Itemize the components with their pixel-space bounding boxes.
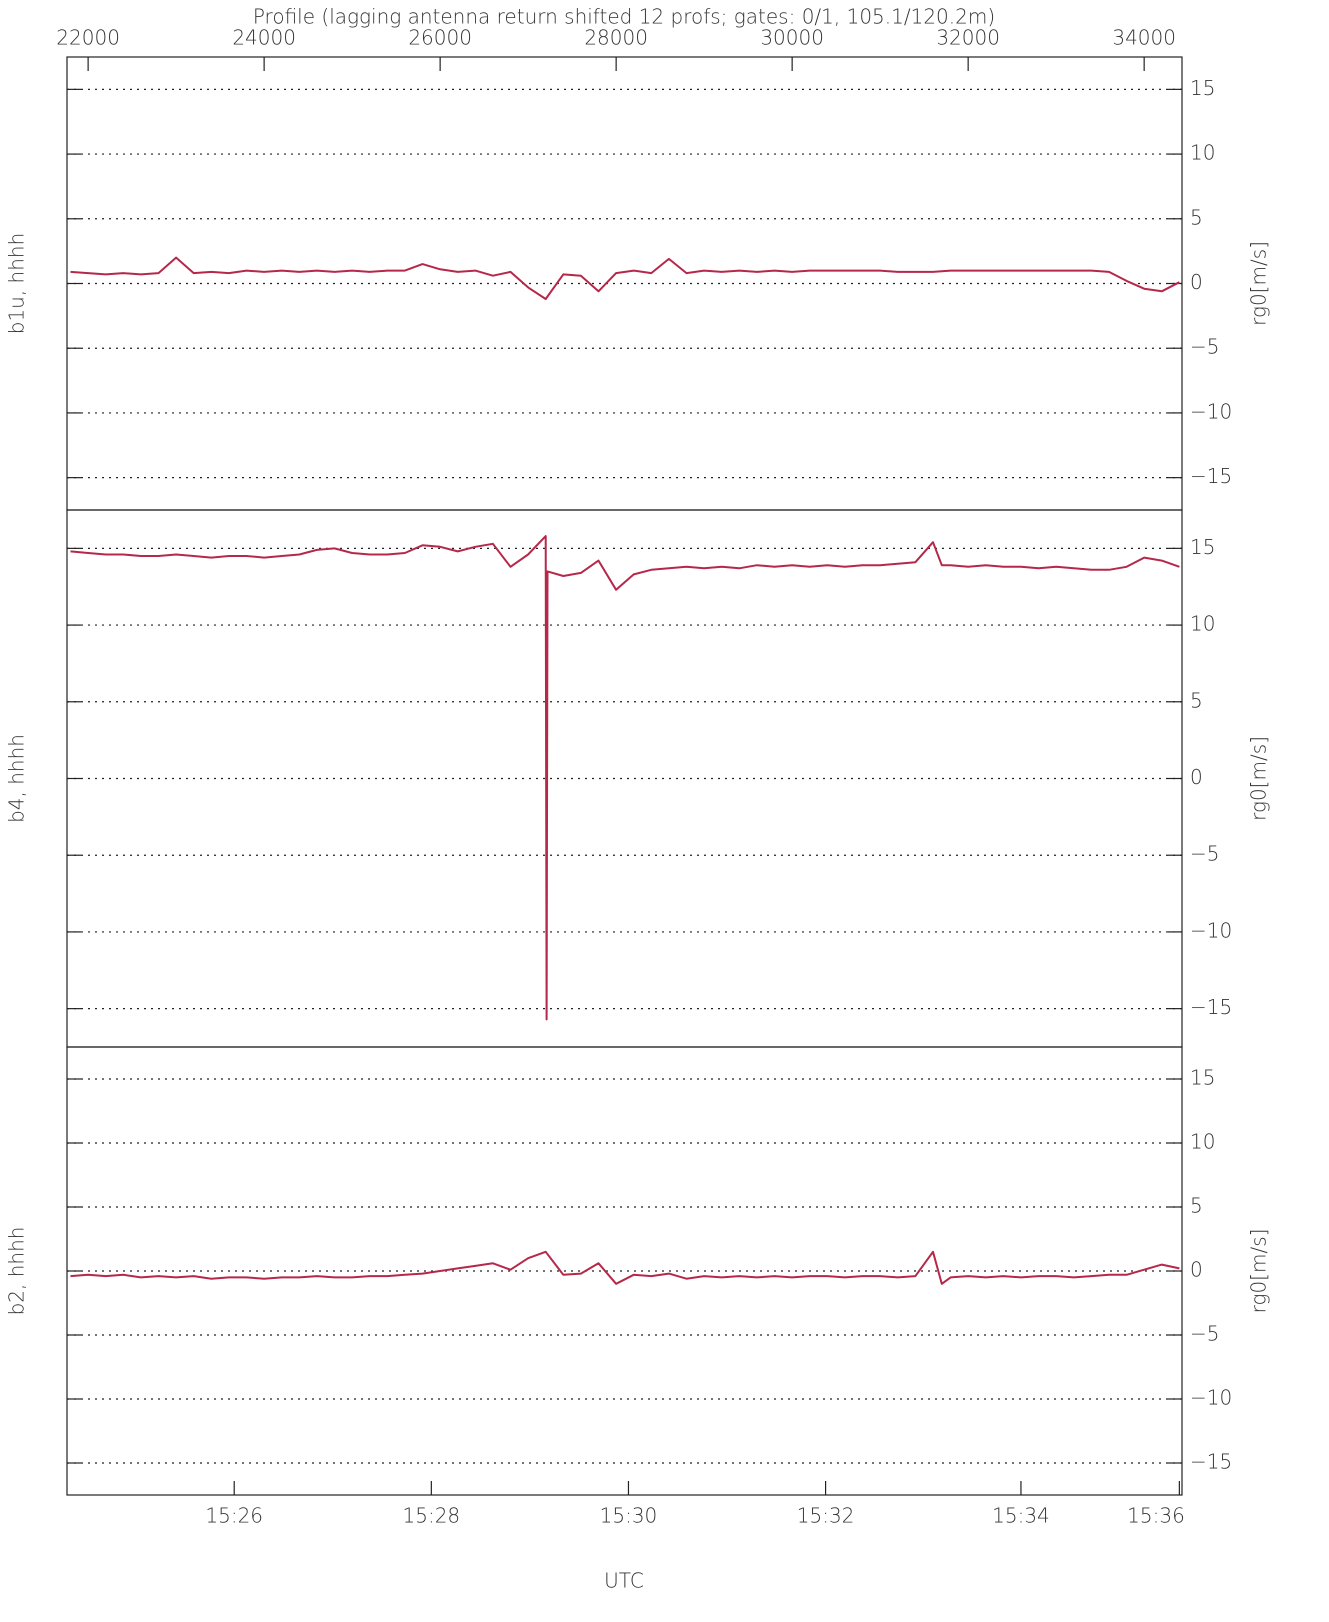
y-tick-label: 15 [1190,535,1215,559]
y-tick-label: 5 [1190,1194,1203,1218]
y-tick-label: 10 [1190,612,1215,636]
y2-axis-label: rg0[m/s] [1247,1229,1271,1314]
y-tick-label: −5 [1190,1322,1219,1346]
y-tick-label: 0 [1190,765,1203,789]
y-axis-label: b2, hhhh [5,1227,29,1316]
y2-axis-label: rg0[m/s] [1247,241,1271,326]
x-tick-label: 15:36 [1127,1504,1185,1528]
x-tick-label: 15:28 [403,1504,461,1528]
y-tick-label: −10 [1190,399,1232,423]
y-tick-label: 0 [1190,270,1203,294]
data-line [70,256,1180,300]
y-tick-label: 0 [1190,1258,1203,1282]
y-tick-label: −10 [1190,918,1232,942]
chart-title: Profile (lagging antenna return shifted … [253,5,995,29]
y-tick-label: −5 [1190,842,1219,866]
y-tick-label: −15 [1190,995,1232,1019]
x-tick-label: 28000 [584,26,648,50]
y-tick-label: 15 [1190,76,1215,100]
y-tick-label: 15 [1190,1066,1215,1090]
plot-frame [66,56,1183,511]
data-line [70,535,1180,1021]
x-axis-label: UTC [604,1569,644,1593]
x-tick-label: 15:32 [797,1504,855,1528]
y-tick-label: 10 [1190,1130,1215,1154]
x-tick-label: 15:30 [600,1504,658,1528]
x-tick-label: 15:34 [992,1504,1050,1528]
x-tick-label: 15:26 [205,1504,263,1528]
y-axis-label: b4, hhhh [5,734,29,823]
y-tick-label: −10 [1190,1386,1232,1410]
y-tick-label: −5 [1190,335,1219,359]
y-axis-label: b1u, hhhh [5,233,29,335]
x-tick-label: 32000 [936,26,1000,50]
x-tick-label: 30000 [760,26,824,50]
y2-axis-label: rg0[m/s] [1247,736,1271,821]
plot-frame [66,1046,1183,1496]
x-tick-label: 24000 [232,26,296,50]
plot-frame [66,509,1183,1048]
data-line [70,1250,1180,1285]
y-tick-label: 5 [1190,688,1203,712]
y-tick-label: −15 [1190,464,1232,488]
x-tick-label: 26000 [408,26,472,50]
y-tick-label: −15 [1190,1450,1232,1474]
x-tick-label: 34000 [1112,26,1176,50]
y-tick-label: 5 [1190,205,1203,229]
x-tick-label: 22000 [56,26,120,50]
y-tick-label: 10 [1190,141,1215,165]
